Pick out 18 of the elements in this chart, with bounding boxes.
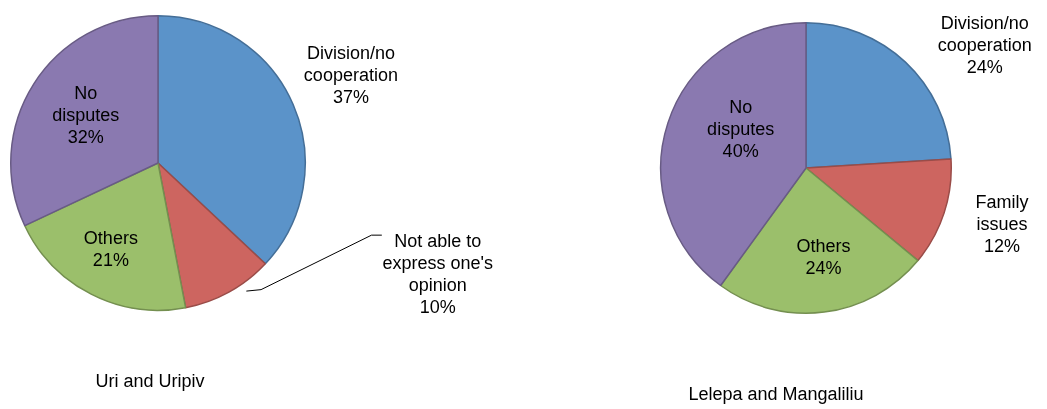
data-label: 40% [722,141,759,162]
slice-label: No disputes [52,82,120,125]
data-label: 21% [92,249,129,270]
data-label: 12% [984,235,1021,256]
data-label: 24% [966,56,1003,77]
slice-label: Others [796,236,851,257]
slice-label: Others [83,227,138,248]
data-label: 24% [805,258,842,279]
data-label: 37% [332,87,369,108]
slice-label: Family issues [975,191,1029,234]
slice-label: Not able to express one's opinion [382,230,494,295]
slice-label: Division/no cooperation [937,12,1032,55]
text: Lelepa and Mangaliliu [688,383,864,404]
slice-label: Division/no cooperation [303,43,398,86]
text: Uri and Uripiv [95,370,205,391]
slice-label: No disputes [707,97,775,140]
data-label: 10% [419,296,456,317]
data-label: 32% [67,126,104,147]
